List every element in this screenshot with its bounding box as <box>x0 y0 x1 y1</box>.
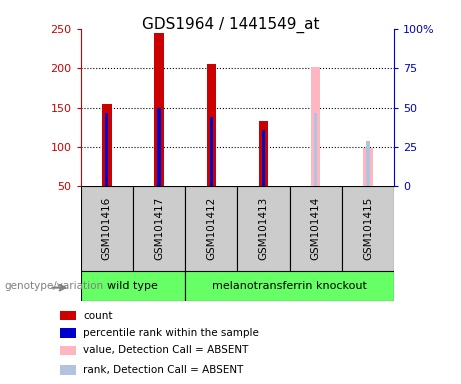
Text: GSM101415: GSM101415 <box>363 197 373 260</box>
Bar <box>259 121 268 186</box>
Bar <box>154 33 164 186</box>
Text: GSM101417: GSM101417 <box>154 197 164 260</box>
Bar <box>102 104 112 186</box>
Text: wild type: wild type <box>107 281 159 291</box>
Bar <box>237 186 290 271</box>
Bar <box>81 271 185 301</box>
Bar <box>81 186 133 271</box>
Bar <box>262 129 265 186</box>
Bar <box>342 186 394 271</box>
Bar <box>290 186 342 271</box>
Bar <box>311 66 320 186</box>
Text: genotype/variation: genotype/variation <box>5 281 104 291</box>
Text: GSM101414: GSM101414 <box>311 197 321 260</box>
Bar <box>366 141 370 186</box>
Text: GSM101416: GSM101416 <box>102 197 112 260</box>
Bar <box>60 365 76 375</box>
Bar <box>207 64 216 186</box>
Bar <box>363 149 373 186</box>
Text: value, Detection Call = ABSENT: value, Detection Call = ABSENT <box>83 345 249 355</box>
Text: rank, Detection Call = ABSENT: rank, Detection Call = ABSENT <box>83 365 244 375</box>
Text: melanotransferrin knockout: melanotransferrin knockout <box>212 281 367 291</box>
Bar <box>185 186 237 271</box>
Text: GSM101412: GSM101412 <box>206 197 216 260</box>
Bar <box>105 113 108 186</box>
Bar <box>185 271 394 301</box>
Bar <box>314 113 317 186</box>
Text: GDS1964 / 1441549_at: GDS1964 / 1441549_at <box>142 17 319 33</box>
Text: percentile rank within the sample: percentile rank within the sample <box>83 328 260 338</box>
Bar <box>60 328 76 338</box>
Text: count: count <box>83 311 113 321</box>
Bar <box>133 186 185 271</box>
Bar <box>158 108 160 186</box>
Bar <box>210 117 213 186</box>
Bar <box>60 311 76 320</box>
Bar <box>60 346 76 355</box>
Text: GSM101413: GSM101413 <box>259 197 269 260</box>
